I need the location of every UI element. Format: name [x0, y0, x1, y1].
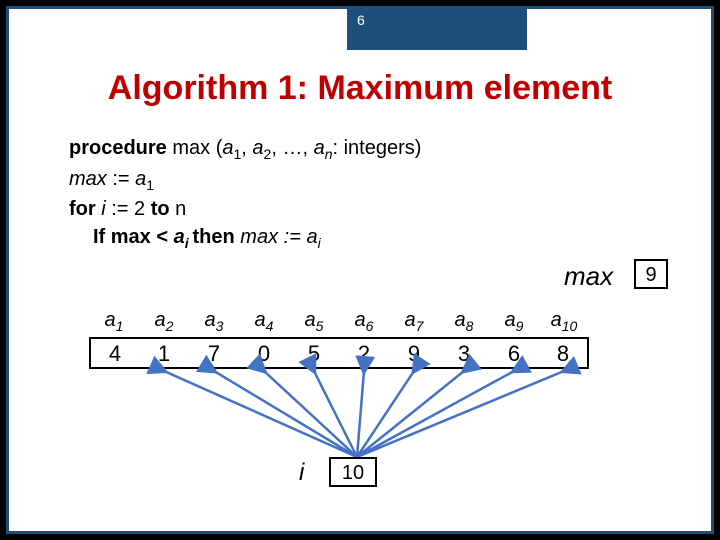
- array-header: a8: [439, 309, 489, 337]
- array-value: 9: [389, 337, 439, 369]
- array-cell: a14: [89, 309, 139, 369]
- array-cell: a62: [339, 309, 389, 369]
- code-line-1: procedure max (a1, a2, …, an: integers): [69, 134, 421, 165]
- arrow-line: [164, 371, 357, 457]
- array-value: 7: [189, 337, 239, 369]
- i-value-box: 10: [329, 457, 377, 487]
- array-header: a4: [239, 309, 289, 337]
- array-cell: a21: [139, 309, 189, 369]
- code-line-2: max := a1: [69, 165, 421, 196]
- array-value: 3: [439, 337, 489, 369]
- array-header: a7: [389, 309, 439, 337]
- array-value: 4: [89, 337, 139, 369]
- array-header: a5: [289, 309, 339, 337]
- array-header: a9: [489, 309, 539, 337]
- array-cell: a83: [439, 309, 489, 369]
- arrow-line: [357, 371, 414, 457]
- array-value: 6: [489, 337, 539, 369]
- arrow-line: [214, 371, 357, 457]
- arrow-line: [357, 371, 364, 457]
- pseudocode-block: procedure max (a1, a2, …, an: integers) …: [69, 134, 421, 254]
- code-line-4: If max < ai then max := ai: [69, 223, 421, 254]
- array-cell: a40: [239, 309, 289, 369]
- array-value: 0: [239, 337, 289, 369]
- array-cell: a55: [289, 309, 339, 369]
- arrow-line: [357, 371, 564, 457]
- array-value: 1: [139, 337, 189, 369]
- array-cell: a96: [489, 309, 539, 369]
- arrow-line: [314, 371, 357, 457]
- array-header: a6: [339, 309, 389, 337]
- page-number: 6: [357, 12, 365, 28]
- array-header: a2: [139, 309, 189, 337]
- arrow-line: [357, 371, 514, 457]
- array-table: a14a21a37a40a55a62a79a83a96a108: [89, 309, 589, 369]
- array-value: 2: [339, 337, 389, 369]
- arrow-line: [357, 371, 464, 457]
- array-value: 5: [289, 337, 339, 369]
- array-cell: a108: [539, 309, 589, 369]
- i-label: i: [299, 459, 304, 487]
- page-number-box: 6: [347, 6, 527, 50]
- max-label: max: [564, 261, 613, 292]
- array-header: a1: [89, 309, 139, 337]
- array-header: a10: [539, 309, 589, 337]
- max-value-box: 9: [634, 259, 668, 289]
- slide-title: Algorithm 1: Maximum element: [9, 69, 711, 108]
- array-value: 8: [539, 337, 589, 369]
- arrow-line: [264, 371, 357, 457]
- array-header: a3: [189, 309, 239, 337]
- code-line-3: for i := 2 to n: [69, 195, 421, 223]
- slide-frame: 6 Algorithm 1: Maximum element procedure…: [6, 6, 714, 534]
- array-cell: a79: [389, 309, 439, 369]
- array-cell: a37: [189, 309, 239, 369]
